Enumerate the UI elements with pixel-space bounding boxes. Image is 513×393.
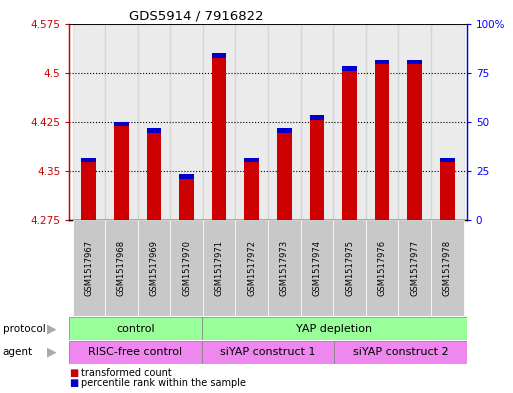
Bar [69,341,202,364]
Bar [137,24,170,220]
Text: control: control [116,323,155,334]
Text: agent: agent [3,347,33,357]
Bar [333,220,366,316]
Bar [268,220,301,316]
Text: GSM1517977: GSM1517977 [410,240,419,296]
Text: protocol: protocol [3,323,45,334]
Text: YAP depletion: YAP depletion [296,323,372,334]
Bar [366,220,399,316]
Text: RISC-free control: RISC-free control [88,347,183,357]
Bar [277,129,292,133]
Bar [212,53,227,58]
Text: percentile rank within the sample: percentile rank within the sample [81,378,246,388]
Bar [147,129,161,133]
Text: GDS5914 / 7916822: GDS5914 / 7916822 [129,9,264,22]
Bar [82,158,96,220]
Bar [179,174,194,179]
Bar [170,220,203,316]
Bar [235,24,268,220]
Text: GSM1517971: GSM1517971 [214,240,224,296]
Text: GSM1517969: GSM1517969 [149,240,159,296]
Text: GSM1517975: GSM1517975 [345,240,354,296]
Bar [301,24,333,220]
Bar [342,66,357,71]
Bar [179,174,194,220]
Text: siYAP construct 1: siYAP construct 1 [220,347,316,357]
Text: GSM1517968: GSM1517968 [117,240,126,296]
Bar [147,129,161,220]
Bar [440,158,455,162]
Bar [309,115,324,220]
Bar [277,129,292,220]
Bar [235,220,268,316]
Bar [440,158,455,220]
Bar [375,60,389,220]
Bar [170,24,203,220]
Bar [72,24,105,220]
Bar [407,60,422,220]
Bar [202,341,334,364]
Bar [244,158,259,220]
Bar [399,24,431,220]
Bar [399,220,431,316]
Text: GSM1517978: GSM1517978 [443,240,452,296]
Bar [69,317,202,340]
Text: GSM1517967: GSM1517967 [84,240,93,296]
Text: siYAP construct 2: siYAP construct 2 [353,347,448,357]
Bar [334,341,467,364]
Bar [333,24,366,220]
Bar [309,115,324,120]
Bar [105,220,137,316]
Bar [203,220,235,316]
Bar [82,158,96,162]
Bar [244,158,259,162]
Bar [366,24,399,220]
Text: transformed count: transformed count [81,368,172,378]
Bar [114,122,129,220]
Bar [114,122,129,127]
Text: GSM1517976: GSM1517976 [378,240,387,296]
Bar [431,220,464,316]
Text: GSM1517972: GSM1517972 [247,240,256,296]
Bar [431,24,464,220]
Bar [407,60,422,64]
Text: ■: ■ [69,378,78,388]
Bar [105,24,137,220]
Bar [72,220,105,316]
Bar [212,53,227,220]
Bar [202,317,467,340]
Text: GSM1517970: GSM1517970 [182,240,191,296]
Bar [301,220,333,316]
Bar [268,24,301,220]
Text: ▶: ▶ [47,322,57,335]
Text: ■: ■ [69,368,78,378]
Bar [342,66,357,220]
Text: ▶: ▶ [47,345,57,359]
Bar [203,24,235,220]
Bar [137,220,170,316]
Text: GSM1517974: GSM1517974 [312,240,322,296]
Text: GSM1517973: GSM1517973 [280,240,289,296]
Bar [375,60,389,64]
